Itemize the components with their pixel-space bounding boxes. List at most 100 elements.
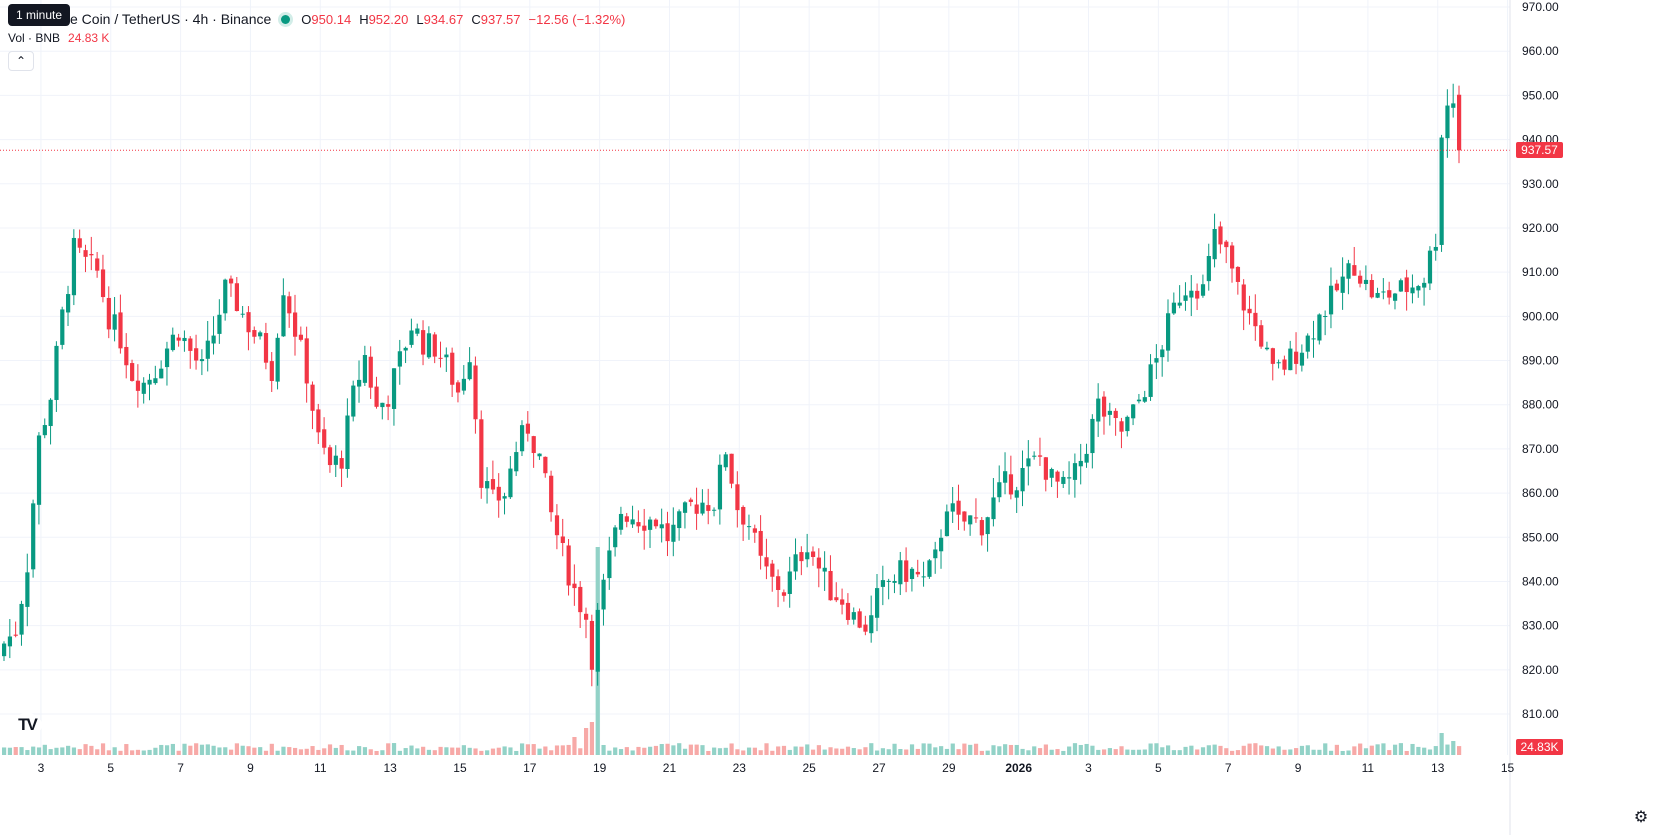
volume-bar: [682, 748, 688, 755]
candle-body: [176, 337, 181, 341]
gear-icon[interactable]: ⚙: [1633, 809, 1649, 826]
low-value: 934.67: [423, 11, 464, 27]
volume-bar: [1084, 743, 1089, 755]
price-tick-label: 840.00: [1522, 574, 1559, 588]
time-tick-label: 11: [1362, 761, 1375, 775]
candle-body: [1451, 103, 1456, 108]
candle-body: [624, 516, 629, 522]
volume-bar: [467, 747, 472, 755]
volume-bar: [479, 750, 484, 755]
volume-bar: [799, 746, 804, 755]
collapse-legend-button[interactable]: ⌃: [8, 51, 34, 71]
candle-body: [717, 464, 723, 510]
candle-body: [351, 385, 356, 417]
volume-bar: [1049, 749, 1054, 755]
volume-bar: [170, 743, 175, 755]
volume-bar: [1166, 745, 1171, 755]
time-tick-label: 17: [523, 761, 537, 775]
candle-body: [1206, 255, 1211, 282]
volume-bar: [234, 743, 239, 755]
candle-body: [345, 415, 350, 469]
volume-bar: [2, 747, 7, 755]
candle-body: [816, 557, 821, 569]
candle-body: [1113, 410, 1118, 419]
candle-body: [1369, 279, 1374, 298]
candle-body: [124, 346, 129, 366]
volume-bar: [869, 743, 874, 755]
volume-bar: [164, 745, 170, 755]
volume-bar: [1427, 749, 1433, 755]
candle-body: [1119, 421, 1124, 432]
volume-bar: [1340, 750, 1345, 755]
candle-body: [869, 615, 874, 634]
volume-bar: [1381, 743, 1386, 755]
symbol-title[interactable]: e Coin / TetherUS · 4h · Binance: [70, 11, 272, 27]
candle-body: [1439, 137, 1444, 245]
candle-body: [1026, 458, 1031, 467]
candle-body: [810, 551, 816, 557]
candle-body: [1387, 290, 1392, 298]
candle-body: [223, 279, 228, 314]
volume-bar: [246, 746, 251, 755]
volume-bar: [461, 745, 466, 755]
candle-body: [875, 588, 880, 618]
candle-body: [1381, 291, 1386, 293]
volume-bar: [927, 743, 932, 755]
volume-bar: [1305, 745, 1310, 755]
volume-bar: [1457, 746, 1462, 755]
volume-bar: [1014, 744, 1019, 755]
candle-body: [54, 345, 59, 400]
time-tick-label: 11: [314, 761, 327, 775]
candle-body: [31, 503, 36, 570]
volume-bar: [293, 747, 298, 755]
volume-bar: [240, 745, 245, 755]
volume-bar: [648, 746, 653, 755]
candle-body: [799, 552, 804, 562]
volume-bar: [287, 747, 292, 755]
tradingview-logo-text: TV: [18, 715, 38, 734]
volume-bar: [176, 750, 181, 755]
volume-bar: [921, 743, 926, 755]
candle-body: [1096, 398, 1101, 422]
volume-bar: [1183, 746, 1188, 755]
volume-bar: [904, 749, 909, 755]
tradingview-logo[interactable]: TV: [12, 713, 42, 737]
candle-body: [933, 549, 938, 559]
volume-bar: [758, 750, 763, 755]
candle-body: [589, 620, 595, 670]
volume-bar: [147, 749, 152, 755]
volume-bar: [1346, 750, 1351, 755]
candle-body: [723, 454, 728, 468]
candle-body: [677, 511, 682, 529]
volume-bar: [1008, 744, 1014, 755]
candle-body: [1072, 463, 1078, 480]
volume-bar: [298, 749, 304, 755]
volume-bar: [601, 744, 606, 755]
candle-body: [415, 328, 420, 334]
volume-bar: [1253, 743, 1258, 755]
volume-bar: [985, 750, 990, 755]
time-tick-label: 5: [1155, 761, 1162, 775]
volume-legend[interactable]: Vol · BNB 24.83 K: [8, 31, 109, 45]
candle-body: [1136, 399, 1142, 402]
volume-bar: [898, 749, 903, 755]
volume-bar: [205, 744, 210, 755]
time-tick-label: 29: [942, 761, 956, 775]
volume-bar: [525, 744, 530, 755]
candle-body: [752, 528, 757, 533]
volume-bar: [1439, 733, 1444, 755]
volume-bar: [717, 748, 723, 755]
volume-bar: [840, 748, 845, 755]
symbol-legend[interactable]: e Coin / TetherUS · 4h · Binance O 950.14…: [8, 8, 625, 30]
candle-body: [362, 355, 368, 383]
volume-bar: [979, 750, 984, 755]
volume-bar: [1032, 746, 1037, 755]
candle-body: [1037, 455, 1043, 457]
candle-body: [584, 613, 589, 620]
price-tick-label: 890.00: [1522, 354, 1559, 368]
volume-bar: [822, 749, 827, 755]
candle-body: [228, 278, 234, 284]
candle-body: [281, 295, 286, 337]
volume-bar: [746, 747, 752, 755]
